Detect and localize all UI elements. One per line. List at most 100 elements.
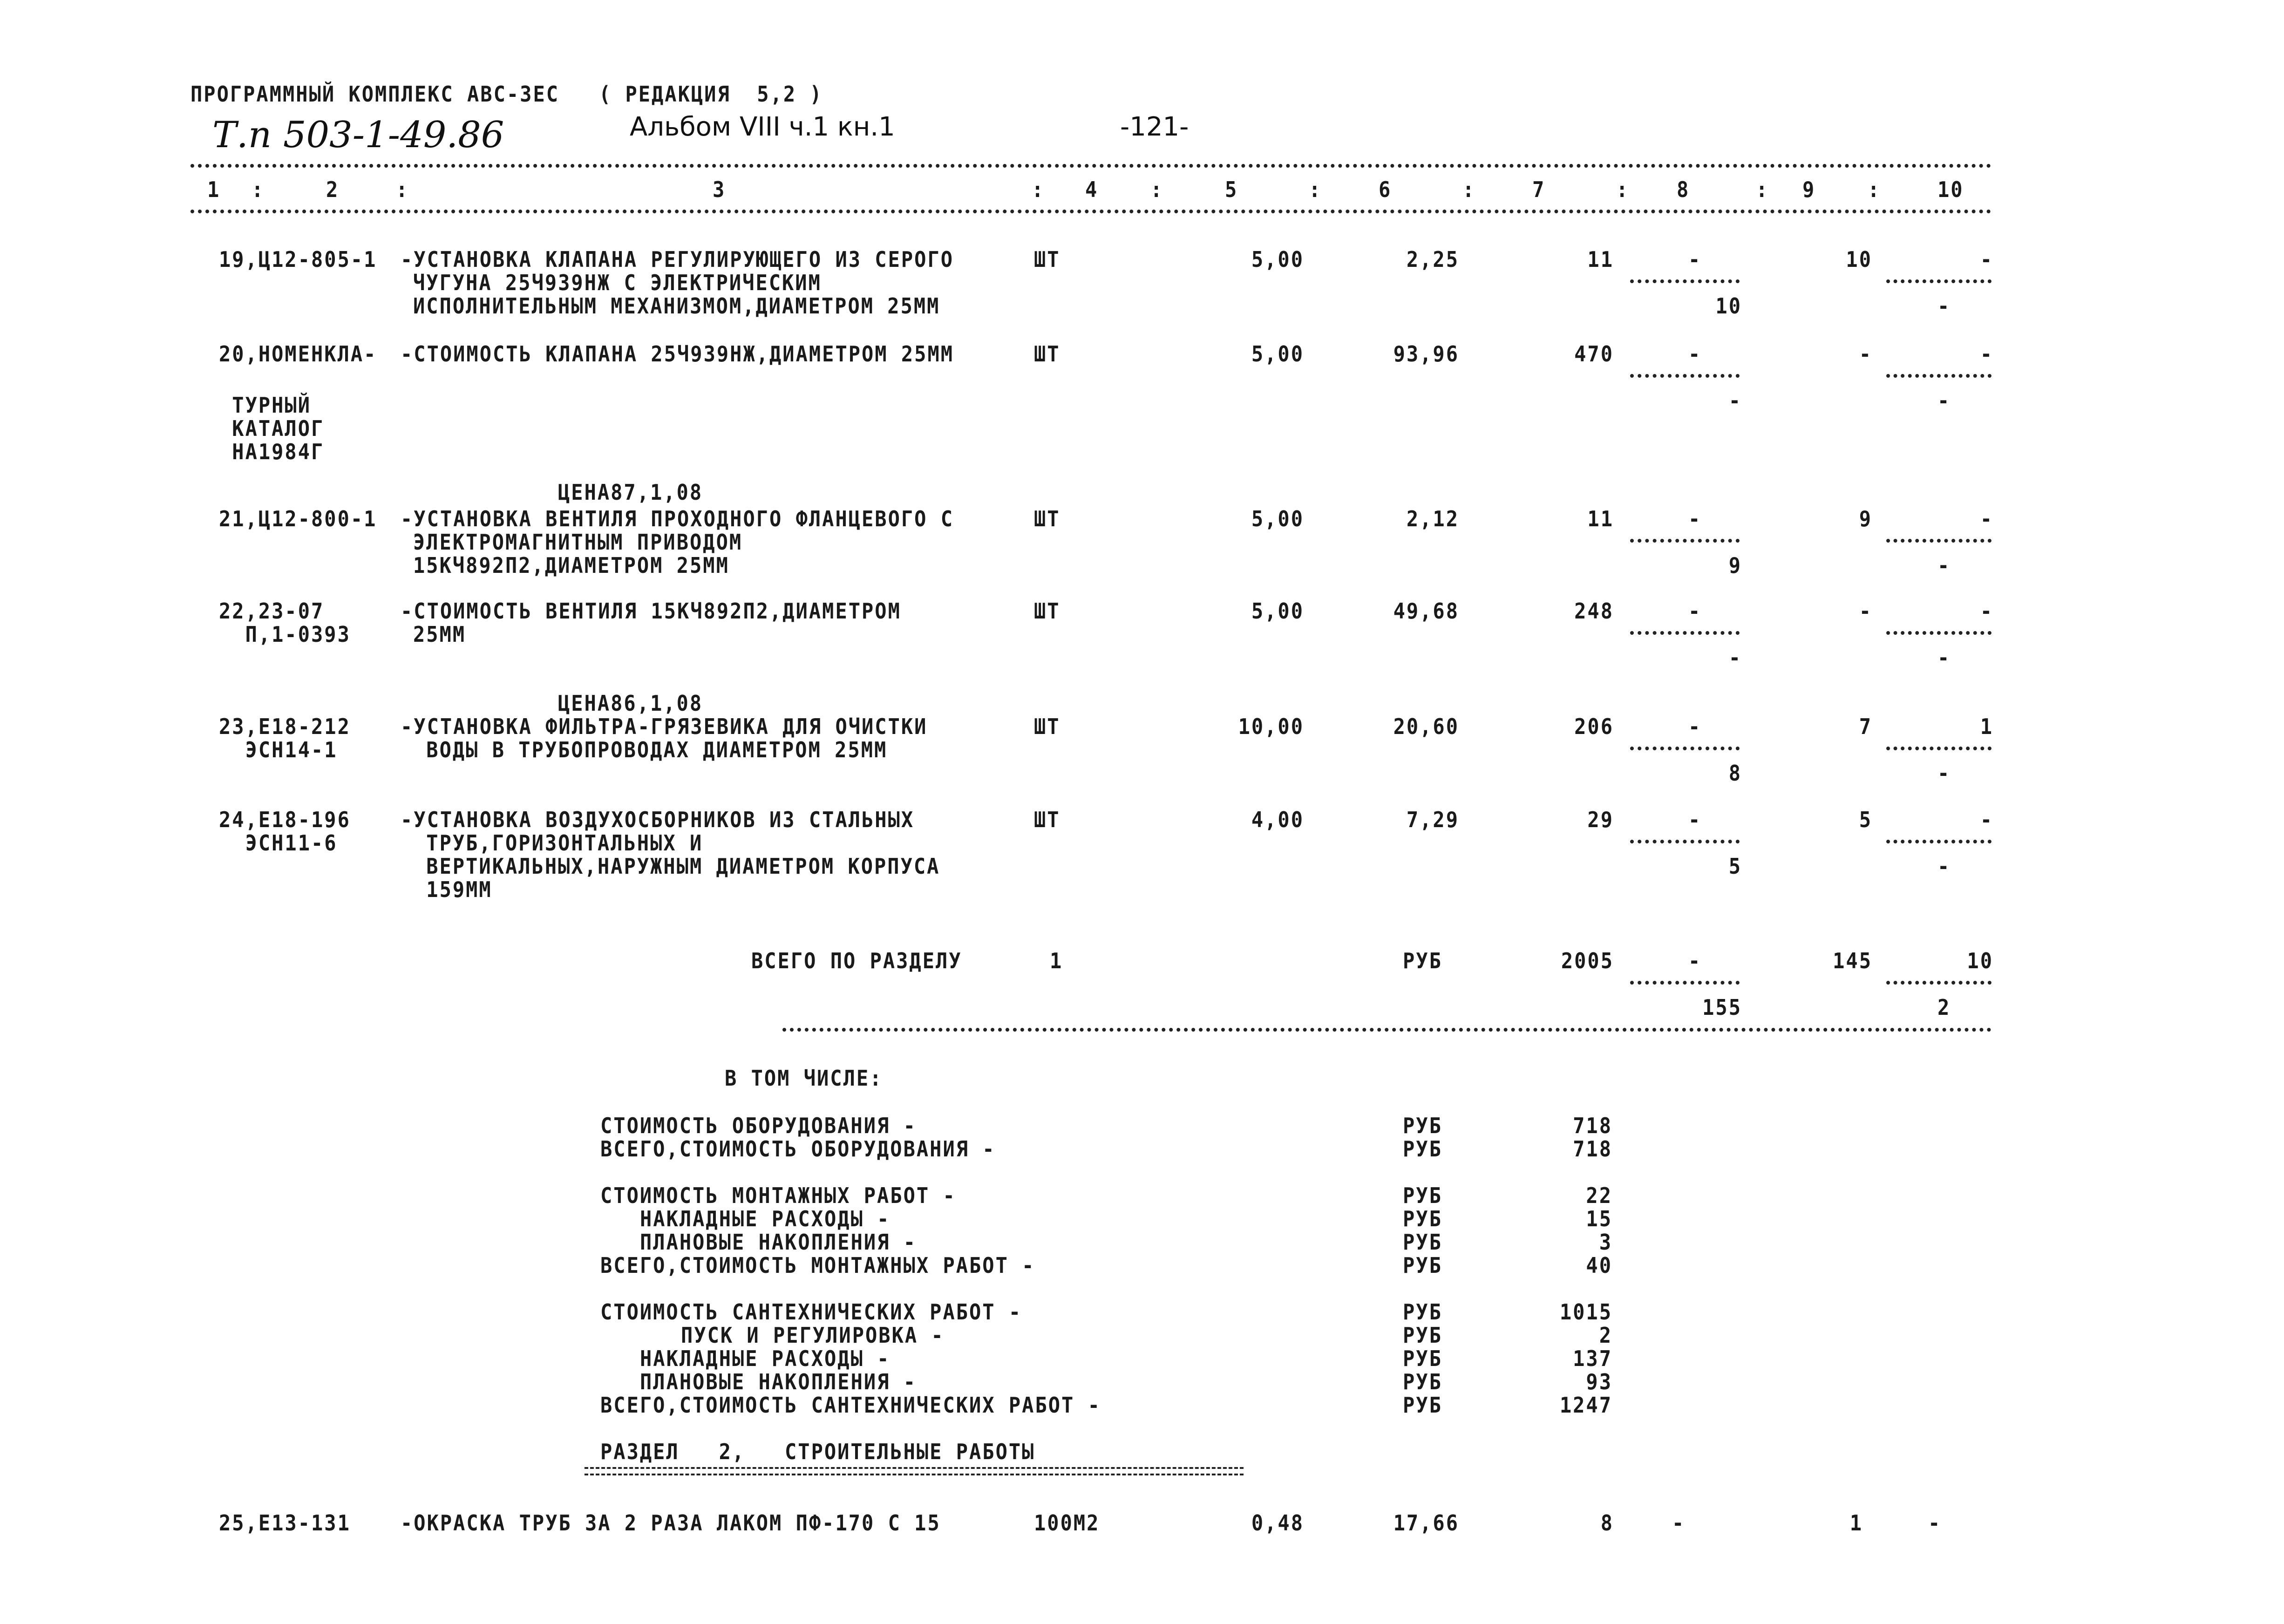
item-code: П,1-0393: [219, 622, 351, 647]
section-total-unit: РУБ: [1403, 948, 1442, 973]
item-total: 248: [1574, 598, 1614, 624]
item-c10: -: [1928, 1510, 1942, 1536]
section-total-c9: 145: [1833, 948, 1872, 973]
album-label: Альбом VIII ч.1 кн.1: [630, 112, 895, 142]
item-c8-rule: [1630, 374, 1740, 378]
breakdown-label: НАКЛАДНЫЕ РАСХОДЫ -: [640, 1346, 890, 1371]
item-unit: ШТ: [1034, 807, 1060, 832]
item-c9: 5: [1859, 807, 1872, 832]
item-c10-rule: [1886, 840, 1992, 843]
item-c8-top: -: [1688, 247, 1702, 272]
item-total: 11: [1587, 506, 1614, 531]
item-code: 23,Е18-212: [219, 714, 351, 739]
item-c10-rule: [1886, 374, 1992, 378]
breakdown-value: 137: [1573, 1346, 1612, 1371]
breakdown-label: ПЛАНОВЫЕ НАКОПЛЕНИЯ -: [640, 1230, 917, 1255]
item-code: 25,Е13-131: [219, 1510, 351, 1536]
item-quantity: 4,00: [1251, 807, 1304, 832]
breakdown-unit: РУБ: [1403, 1113, 1442, 1138]
item-c10-bottom: -: [1937, 388, 1951, 413]
item-code: ЭСН11-6: [219, 830, 338, 856]
breakdown-value: 2: [1599, 1323, 1612, 1348]
item-c8-bottom: 5: [1728, 854, 1742, 879]
item-c10-top: -: [1980, 598, 1993, 624]
breakdown-unit: РУБ: [1403, 1346, 1442, 1371]
column-separator: :: [1462, 177, 1476, 202]
item-quantity: 10,00: [1238, 714, 1304, 739]
breakdown-label: СТОИМОСТЬ САНТЕХНИЧЕСКИХ РАБОТ -: [600, 1299, 1022, 1325]
header-rule-top: [190, 164, 1992, 168]
column-number: 3: [713, 177, 726, 202]
column-number: 9: [1802, 177, 1816, 202]
column-separator: :: [252, 177, 265, 202]
item-c9: -: [1859, 598, 1872, 624]
item-c10-rule: [1886, 539, 1992, 543]
item-price: 17,66: [1393, 1510, 1459, 1536]
breakdown-unit: РУБ: [1403, 1299, 1442, 1325]
breakdown-label: ПЛАНОВЫЕ НАКОПЛЕНИЯ -: [640, 1369, 917, 1394]
item-quantity: 5,00: [1251, 506, 1304, 531]
item-quantity: 5,00: [1251, 598, 1304, 624]
column-number: 2: [326, 177, 340, 202]
breakdown-unit: РУБ: [1403, 1393, 1442, 1418]
item-unit: ШТ: [1034, 598, 1060, 624]
item-description: -СТОИМОСТЬ КЛАПАНА 25Ч939НЖ,ДИАМЕТРОМ 25…: [401, 341, 954, 367]
breakdown-value: 1247: [1559, 1393, 1612, 1418]
breakdown-label: ВСЕГО,СТОИМОСТЬ МОНТАЖНЫХ РАБОТ -: [600, 1253, 1035, 1278]
breakdown-label: ПУСК И РЕГУЛИРОВКА -: [681, 1323, 945, 1348]
item-c8-rule: [1630, 840, 1740, 843]
item-code: 19,Ц12-805-1: [219, 247, 377, 272]
column-separator: :: [1309, 177, 1322, 202]
item-c8-rule: [1630, 279, 1740, 283]
breakdown-unit: РУБ: [1403, 1206, 1442, 1231]
item-description: 25ММ: [413, 622, 466, 647]
breakdown-value: 718: [1573, 1113, 1612, 1138]
item-c10-top: -: [1980, 247, 1993, 272]
item-description: ЧУГУНА 25Ч939НЖ С ЭЛЕКТРИЧЕСКИМ: [413, 270, 822, 295]
item-code: 20,НОМЕНКЛА-: [219, 341, 377, 367]
section-total-c8-bottom: 155: [1702, 995, 1742, 1020]
item-code: КАТАЛОГ: [219, 416, 325, 441]
column-separator: :: [396, 177, 409, 202]
item-description: ИСПОЛНИТЕЛЬНЫМ МЕХАНИЗМОМ,ДИАМЕТРОМ 25ММ: [413, 293, 940, 319]
item-unit: ШТ: [1034, 341, 1060, 367]
item-description: 15КЧ892П2,ДИАМЕТРОМ 25ММ: [413, 553, 729, 578]
item-description: ВЕРТИКАЛЬНЫХ,НАРУЖНЫМ ДИАМЕТРОМ КОРПУСА: [413, 854, 940, 879]
item-unit: ШТ: [1034, 714, 1060, 739]
breakdown-label: СТОИМОСТЬ ОБОРУДОВАНИЯ -: [600, 1113, 917, 1138]
item-c8-top: -: [1688, 506, 1702, 531]
item-c8-rule: [1630, 539, 1740, 543]
item-description: ЭЛЕКТРОМАГНИТНЫМ ПРИВОДОМ: [413, 530, 743, 555]
header-rule-bottom: [190, 210, 1992, 213]
item-c10-rule: [1886, 631, 1992, 635]
section-rule: [782, 1028, 1992, 1032]
item-c10-bottom: -: [1937, 553, 1951, 578]
breakdown-value: 718: [1573, 1136, 1612, 1162]
item-unit: 100М2: [1034, 1510, 1100, 1536]
item-c9: 9: [1859, 506, 1872, 531]
item-quantity: 5,00: [1251, 247, 1304, 272]
item-description: -СТОИМОСТЬ ВЕНТИЛЯ 15КЧ892П2,ДИАМЕТРОМ: [401, 598, 901, 624]
section-total-c8-top: -: [1688, 948, 1702, 973]
item-total: 206: [1574, 714, 1614, 739]
item-c10-bottom: -: [1937, 761, 1951, 786]
item-c10-top: -: [1980, 807, 1993, 832]
item-c10-top: -: [1980, 341, 1993, 367]
item-c10-bottom: -: [1937, 854, 1951, 879]
price-note: ЦЕНА86,1,08: [558, 691, 703, 716]
section-total-c8-rule: [1630, 981, 1740, 985]
column-separator: :: [1616, 177, 1630, 202]
column-separator: :: [1150, 177, 1164, 202]
item-c8-rule: [1630, 747, 1740, 750]
section-2-rule: [585, 1467, 1244, 1475]
breakdown-value: 3: [1599, 1230, 1612, 1255]
item-price: 2,25: [1406, 247, 1459, 272]
breakdown-unit: РУБ: [1403, 1253, 1442, 1278]
breakdown-unit: РУБ: [1403, 1183, 1442, 1208]
breakdown-value: 93: [1586, 1369, 1612, 1394]
item-price: 2,12: [1406, 506, 1459, 531]
item-c8-rule: [1630, 631, 1740, 635]
column-number: 5: [1225, 177, 1238, 202]
breakdown-label: СТОИМОСТЬ МОНТАЖНЫХ РАБОТ -: [600, 1183, 956, 1208]
column-number: 7: [1532, 177, 1546, 202]
